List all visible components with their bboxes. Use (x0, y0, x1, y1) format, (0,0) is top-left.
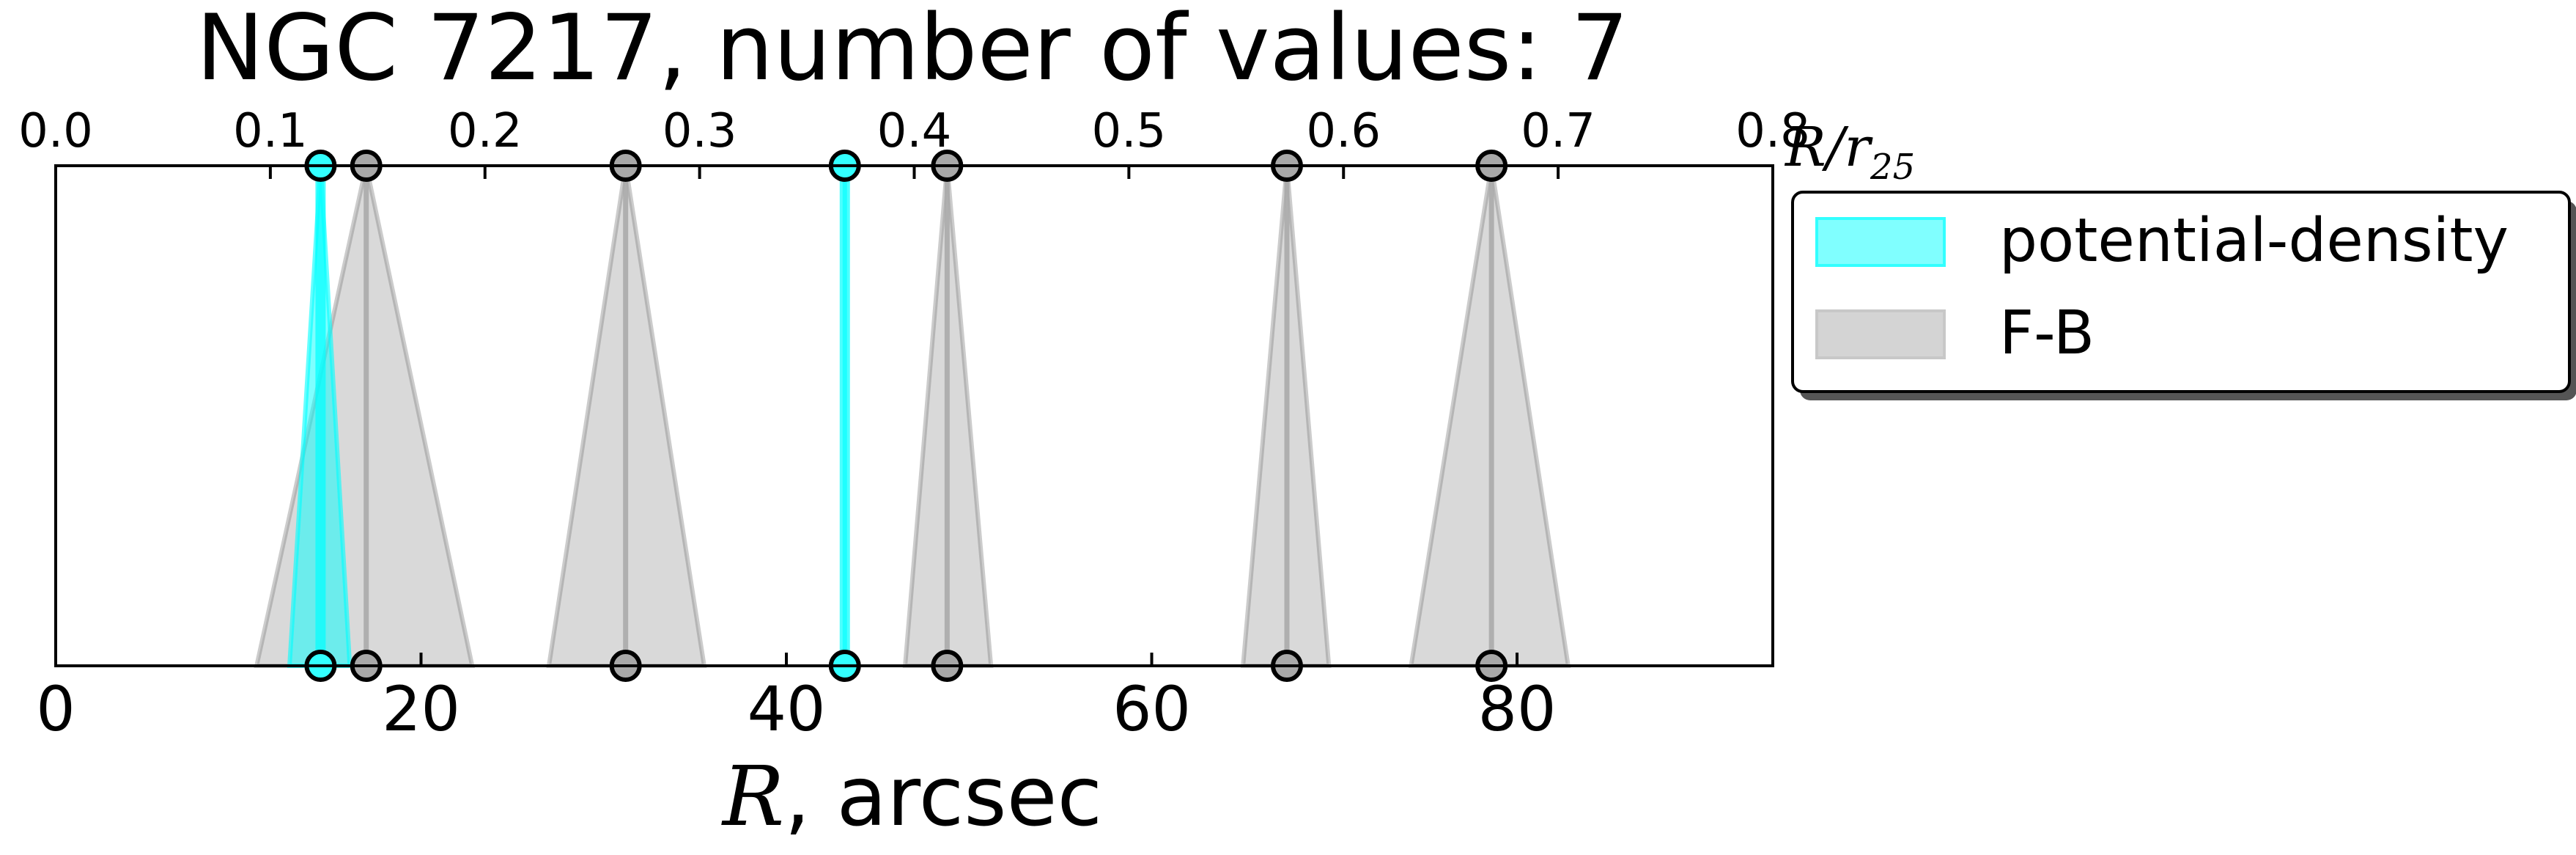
top-tick-label-3: 0.3 (663, 104, 737, 158)
x-axis-bottom: 0 20 40 60 80 (36, 653, 1556, 745)
x-axis-label: R, arcsec (721, 749, 1102, 845)
x-tick-label-20: 20 (382, 673, 460, 745)
x-tick-label-80: 80 (1478, 673, 1557, 745)
top-tick-label-6: 0.6 (1306, 104, 1381, 158)
top-axis-label-symbol: R/r (1784, 116, 1874, 179)
x-tick-label-0: 0 (36, 673, 75, 745)
chart-title: NGC 7217, number of values: 7 (196, 0, 1629, 101)
legend-box (1791, 191, 2571, 393)
top-tick-label-1: 0.1 (233, 104, 308, 158)
top-axis-label: R/r25 (1784, 116, 1915, 188)
top-tick-label-8: 0.8 (1735, 104, 1810, 158)
top-axis-label-subscript: 25 (1870, 147, 1915, 188)
x-tick-label-40: 40 (748, 673, 826, 745)
legend-label-f-b: F-B (1999, 298, 2095, 368)
legend-swatch-potential-density (1815, 217, 1946, 267)
top-tick-label-5: 0.5 (1091, 104, 1166, 158)
top-tick-label-4: 0.4 (877, 104, 952, 158)
x-axis-label-unit: , arcsec (784, 749, 1102, 845)
top-tick-label-0: 0.0 (18, 104, 93, 158)
x-axis-top: 0.0 0.1 0.2 0.3 0.4 0.5 0.6 0.7 0.8 (18, 104, 1810, 179)
x-tick-label-60: 60 (1112, 673, 1191, 745)
legend-label-potential-density: potential-density (1999, 206, 2509, 276)
top-tick-label-2: 0.2 (448, 104, 523, 158)
legend: potential-density F-B (1791, 191, 2576, 400)
interval-lines (315, 166, 1494, 666)
x-axis-label-symbol: R (721, 749, 784, 845)
top-tick-label-7: 0.7 (1521, 104, 1595, 158)
legend-swatch-f-b (1815, 309, 1946, 359)
plot-area (254, 165, 1571, 668)
